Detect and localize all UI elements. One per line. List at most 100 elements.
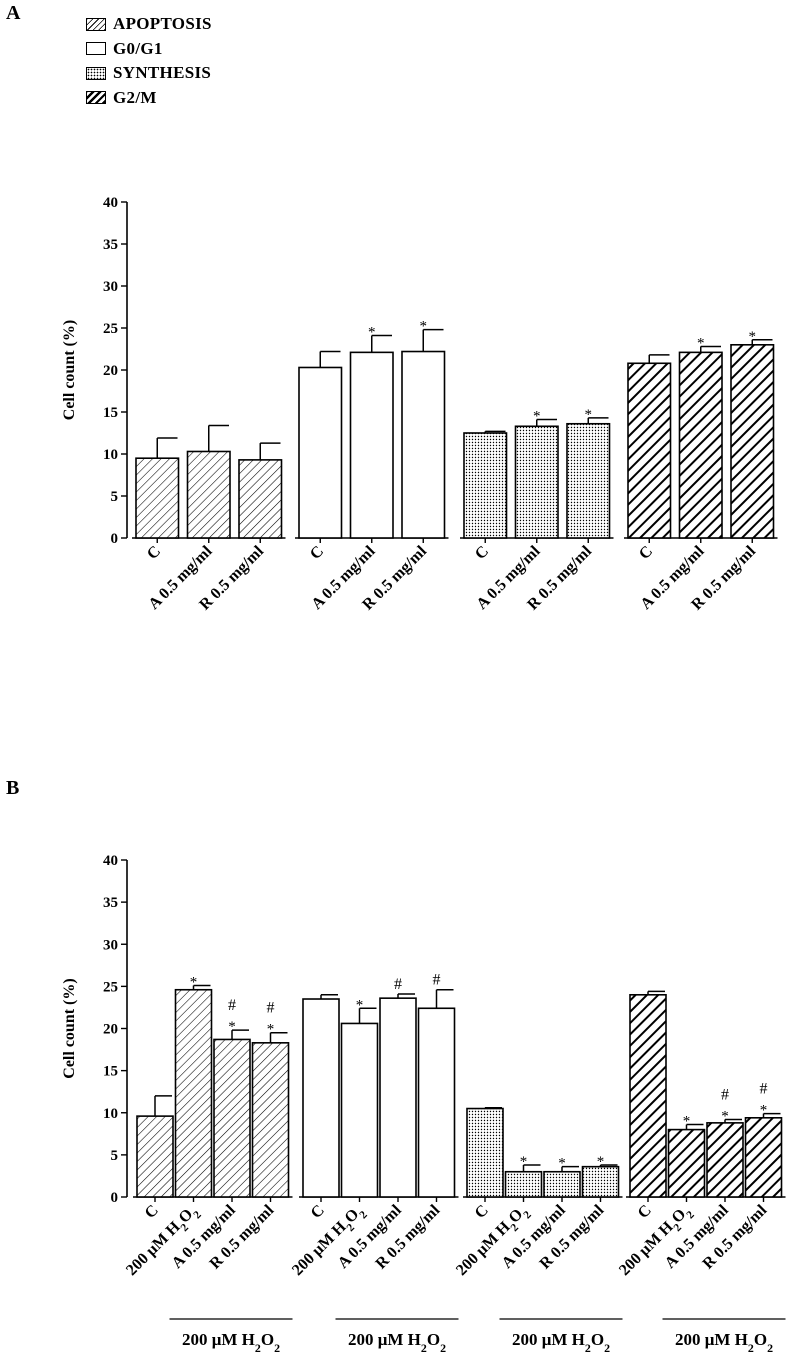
panel-a-bar-g2-m-a-0-5-mg-ml xyxy=(678,351,723,539)
panel-b-significance-mark: * xyxy=(558,1156,566,1172)
panel-a-significance-mark: * xyxy=(368,325,376,341)
panel-b-x-tick-label: C xyxy=(308,1202,328,1222)
panel-b-y-tick-label: 15 xyxy=(103,1064,118,1080)
panel-b-bar-g2-m-c xyxy=(629,993,667,1198)
panel-a-y-tick-label: 20 xyxy=(103,363,118,379)
panel-a-significance-mark: * xyxy=(697,335,705,351)
panel-b-significance-mark: * xyxy=(267,1022,275,1038)
panel-a-letter: A xyxy=(6,2,21,24)
legend-label-synthesis: SYNTHESIS xyxy=(113,63,212,83)
panel-a-y-axis-label: Cell count (%) xyxy=(61,320,78,420)
panel-b-bar-synthesis-a-0-5-mg-ml xyxy=(543,1170,581,1198)
panel-a-bar-synthesis-c xyxy=(463,432,508,539)
legend: APOPTOSIS G0/G1 SYNTHESIS G2/M xyxy=(86,12,212,110)
panel-b-bracket-label: 200 μM H2O2 xyxy=(512,1330,610,1355)
panel-b-y-tick-label: 35 xyxy=(103,895,118,911)
legend-swatch-g2m xyxy=(86,91,106,105)
panel-b-bracket-label: 200 μM H2O2 xyxy=(675,1330,773,1355)
panel-a-y-tick-label: 30 xyxy=(103,279,118,295)
panel-b-significance-mark: * xyxy=(760,1103,768,1119)
legend-item-apoptosis: APOPTOSIS xyxy=(86,12,212,37)
panel-a-y-tick-label: 10 xyxy=(103,447,118,463)
panel-a-x-tick-label: C xyxy=(144,543,164,563)
legend-swatch-synthesis xyxy=(86,66,106,80)
panel-a-bar-apoptosis-a-0-5-mg-ml xyxy=(186,450,231,539)
panel-a-y-tick-label: 35 xyxy=(103,237,118,253)
panel-b-significance-mark: * xyxy=(228,1019,236,1035)
panel-b-x-tick-label: C xyxy=(635,1202,655,1222)
panel-b-significance-mark: * xyxy=(190,975,198,991)
panel-b-significance-mark: * xyxy=(520,1154,528,1170)
panel-a-y-tick-label: 25 xyxy=(103,321,118,337)
panel-a-significance-mark: * xyxy=(420,319,428,335)
panel-a-bar-synthesis-a-0-5-mg-ml xyxy=(514,425,559,539)
legend-item-synthesis: SYNTHESIS xyxy=(86,61,212,86)
panel-b-bar-g0-g1-200-m-h2o2 xyxy=(340,1022,379,1198)
panel-a-x-tick-label: C xyxy=(307,543,327,563)
chart-b: 0 5 10 15 20 25 30 35 40 Cell count (%) C * 200 μM H… xyxy=(61,853,786,1355)
legend-label-g0g1: G0/G1 xyxy=(113,38,163,58)
panel-a-significance-mark: * xyxy=(533,409,541,425)
panel-b-bracket-label: 200 μM H2O2 xyxy=(348,1330,446,1355)
panel-b-significance-mark: * xyxy=(597,1154,605,1170)
panel-b-significance-mark: # xyxy=(433,972,441,989)
panel-b-x-tick-label: C xyxy=(142,1202,162,1222)
panel-b-significance-mark: * xyxy=(356,997,364,1013)
panel-a-y-tick-label: 0 xyxy=(111,531,119,547)
panel-b-y-tick-label: 20 xyxy=(103,1022,118,1038)
panel-b-y-tick-label: 10 xyxy=(103,1106,118,1122)
panel-a-bar-synthesis-r-0-5-mg-ml xyxy=(566,422,611,539)
panel-a-x-tick-label: C xyxy=(472,543,492,563)
panel-b-y-tick-label: 25 xyxy=(103,979,118,995)
panel-a-bar-g0-g1-r-0-5-mg-ml xyxy=(401,350,446,539)
panel-b-bar-apoptosis-c xyxy=(136,1115,174,1198)
panel-a-y-tick-label: 40 xyxy=(103,195,118,211)
panel-b-letter: B xyxy=(6,777,20,799)
panel-b-bar-g2-m-a-0-5-mg-ml xyxy=(706,1122,744,1198)
panel-b-bar-g0-g1-r-0-5-mg-ml xyxy=(417,1007,456,1198)
legend-swatch-apoptosis xyxy=(86,17,106,31)
panel-b-y-tick-label: 0 xyxy=(111,1190,119,1206)
panel-b-y-tick-label: 40 xyxy=(103,853,118,869)
panel-a-y-tick-label: 15 xyxy=(103,405,118,421)
panel-b-significance-mark: * xyxy=(683,1114,691,1130)
panel-b-significance-mark: # xyxy=(760,1081,768,1098)
legend-label-apoptosis: APOPTOSIS xyxy=(113,14,212,34)
panel-b-bar-apoptosis-r-0-5-mg-ml xyxy=(251,1042,290,1198)
panel-b-significance-mark: * xyxy=(721,1108,729,1124)
panel-b-bar-synthesis-r-0-5-mg-ml xyxy=(581,1165,620,1198)
panel-a-bar-g2-m-c xyxy=(627,362,672,539)
panel-a-y-tick-label: 5 xyxy=(111,489,119,505)
legend-item-g2m: G2/M xyxy=(86,86,212,111)
panel-b-bar-g2-m-200-m-h2o2 xyxy=(667,1128,706,1198)
panel-b-bar-g0-g1-a-0-5-mg-ml xyxy=(379,997,417,1198)
panel-a-x-tick-label: C xyxy=(636,543,656,563)
legend-item-g0g1: G0/G1 xyxy=(86,37,212,62)
panel-b-significance-mark: # xyxy=(721,1086,729,1103)
panel-b-significance-mark: # xyxy=(228,997,236,1014)
panel-b-bar-synthesis-200-m-h2o2 xyxy=(504,1170,543,1198)
panel-b-bracket-label: 200 μM H2O2 xyxy=(182,1330,280,1355)
panel-b-bar-g0-g1-c xyxy=(302,998,340,1198)
legend-label-g2m: G2/M xyxy=(113,87,157,107)
panel-b-bar-apoptosis-a-0-5-mg-ml xyxy=(213,1038,251,1198)
panel-b-y-tick-label: 30 xyxy=(103,937,118,953)
panel-a-bar-g2-m-r-0-5-mg-ml xyxy=(730,343,775,539)
panel-b-y-axis-label: Cell count (%) xyxy=(61,978,78,1078)
panel-a-bar-apoptosis-r-0-5-mg-ml xyxy=(238,459,283,539)
legend-swatch-g0g1 xyxy=(86,42,106,56)
panel-b-bar-g2-m-r-0-5-mg-ml xyxy=(744,1117,783,1198)
panel-b-y-tick-label: 5 xyxy=(111,1148,119,1164)
panel-a-bar-apoptosis-c xyxy=(135,457,180,539)
panel-a-significance-mark: * xyxy=(585,407,593,423)
panel-b-significance-mark: # xyxy=(394,976,402,993)
panel-a-bar-g0-g1-c xyxy=(298,366,343,539)
panel-b-x-tick-label: C xyxy=(472,1202,492,1222)
panel-b-bar-apoptosis-200-m-h2o2 xyxy=(174,988,213,1198)
panel-a-significance-mark: * xyxy=(749,329,757,345)
panel-b-significance-mark: # xyxy=(267,1000,275,1017)
panel-b-bar-synthesis-c xyxy=(466,1107,504,1198)
panel-a-bar-g0-g1-a-0-5-mg-ml xyxy=(349,351,394,539)
